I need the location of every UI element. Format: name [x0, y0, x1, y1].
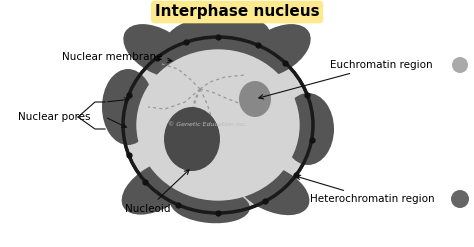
- Text: Nuclear pores: Nuclear pores: [18, 112, 91, 122]
- Text: Nucleoid: Nucleoid: [125, 170, 189, 214]
- Text: © Genetic Education Inc.: © Genetic Education Inc.: [168, 123, 247, 127]
- Ellipse shape: [239, 81, 271, 117]
- Ellipse shape: [102, 69, 154, 145]
- Text: Interphase nucleus: Interphase nucleus: [155, 4, 319, 20]
- Ellipse shape: [170, 187, 250, 223]
- Text: Heterochromatin region: Heterochromatin region: [296, 175, 435, 204]
- Text: Euchromatin region: Euchromatin region: [259, 60, 433, 99]
- Ellipse shape: [166, 15, 270, 59]
- Ellipse shape: [123, 37, 313, 213]
- Ellipse shape: [122, 159, 194, 215]
- Ellipse shape: [137, 49, 300, 201]
- Ellipse shape: [164, 107, 220, 171]
- Ellipse shape: [241, 24, 310, 78]
- Ellipse shape: [452, 57, 468, 73]
- Ellipse shape: [235, 163, 310, 215]
- Ellipse shape: [282, 93, 334, 165]
- Ellipse shape: [451, 190, 469, 208]
- Text: Nuclear membrane: Nuclear membrane: [62, 52, 172, 63]
- Ellipse shape: [123, 24, 193, 78]
